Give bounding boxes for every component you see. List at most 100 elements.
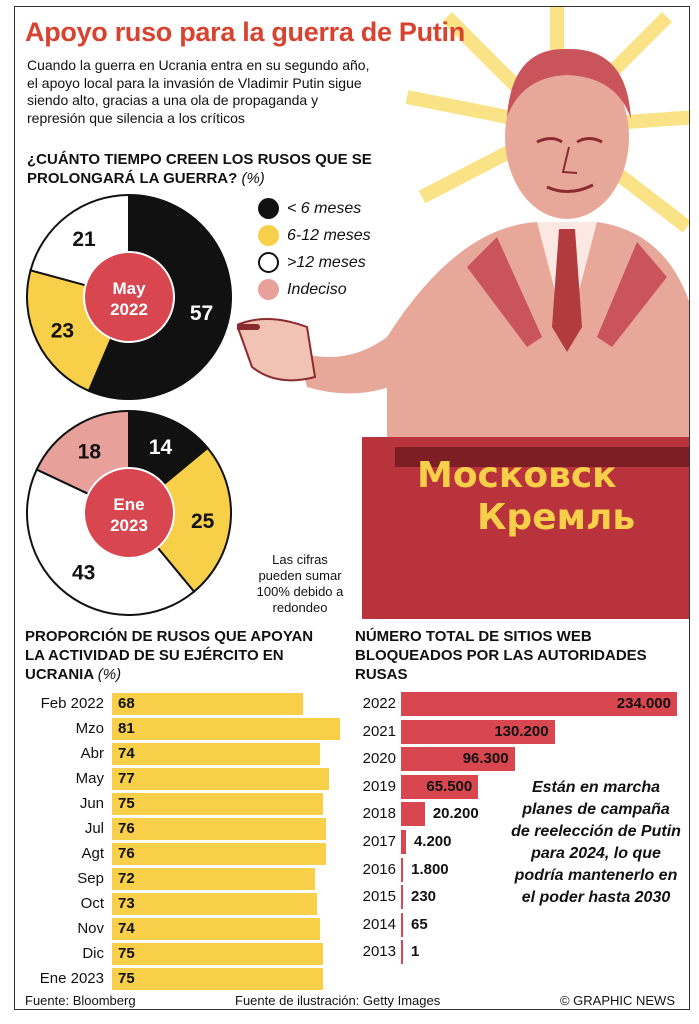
rounding-note: Las cifras pueden sumar 100% debido a re… [256,552,344,615]
pie-title-unit: (%) [241,170,265,187]
support-bar [112,818,326,840]
legend-label-gt12: >12 meses [287,253,366,271]
footer-illustration-source: Fuente de ilustración: Getty Images [235,993,441,1008]
sites-bar [401,774,479,799]
legend-swatch-indeciso [258,279,279,300]
legend-label-lt6: < 6 meses [287,199,362,217]
pie-slice-label-0-0: 57 [190,302,213,325]
sites-bar [401,830,406,854]
pie-slice-label-1-2: 43 [72,561,95,584]
support-bar-value: 75 [118,795,135,812]
support-bar [112,943,324,965]
sites-bar [401,692,677,716]
pie-chart-ene-2023: 14 25 43 18 Ene 2023 [26,409,232,616]
support-category-label: Ene 2023 [39,970,104,987]
pie-center-label-0-1: 2022 [110,300,148,319]
legend-swatch-6-12 [258,225,279,246]
pie-slice-label-1-3: 18 [78,441,102,464]
support-bar [112,768,329,790]
sites-bar [401,802,425,827]
sites-bar-value: 65.500 [426,777,473,795]
sites-bar-value: 4.200 [413,833,452,850]
sign-line-2: Кремль [477,497,635,538]
sites-year-label: 2021 [362,722,396,740]
support-bar-value: 75 [118,970,135,987]
support-bar [112,718,340,740]
pie-slice-label-0-1: 23 [51,319,74,342]
putin-illustration: Московск Кремль [237,7,689,619]
support-title-unit: (%) [97,666,122,683]
legend-item-6-12: 6-12 meses [258,222,371,249]
infographic-frame: Московск Кремль Apoyo ruso para la guerr… [14,6,690,1010]
support-bar [112,968,324,990]
sites-bar [401,885,403,910]
sites-year-label: 2020 [362,750,396,768]
sites-bar-value: 96.300 [462,750,509,768]
sites-year-label: 2016 [362,860,396,878]
pie-center-label-1-1: 2023 [110,516,148,535]
support-title-text: PROPORCIÓN DE RUSOS QUE APOYAN LA ACTIVI… [25,628,314,683]
legend-label-indeciso: Indeciso [287,280,347,298]
support-category-label: Jul [84,820,104,837]
sites-bar-value: 20.200 [432,805,479,823]
sites-bar [401,912,403,937]
sites-bar-value: 234.000 [616,695,671,712]
support-bar [112,918,321,940]
support-bar [112,843,326,865]
pie-center-1 [83,467,175,559]
legend-swatch-gt12 [258,252,279,273]
support-category-label: Abr [80,745,104,762]
pie-slice-label-1-0: 14 [149,436,173,459]
support-bar-value: 72 [118,870,135,887]
sites-year-label: 2013 [362,943,396,961]
support-bar-value: 76 [118,845,135,862]
callout-text: Están en marcha planes de campaña de ree… [511,779,681,906]
sites-year-label: 2017 [362,833,396,850]
support-bar [112,893,318,915]
pie-slice-label-0-2: 21 [72,228,96,251]
sites-year-label: 2019 [362,777,396,795]
intro-text: Cuando la guerra en Ucrania entra en su … [27,57,370,126]
sites-bar-value: 130.200 [494,722,549,740]
sites-bar [401,747,515,772]
legend-item-gt12: >12 meses [258,249,371,276]
sites-bar-value: 65 [411,915,428,933]
pie-center-label-0-0: May [112,279,146,298]
support-bar [112,693,304,715]
sign-line-1: Московск [417,455,617,496]
support-category-label: Feb 2022 [40,695,104,712]
support-category-label: Jun [79,795,104,812]
support-bar-value: 73 [118,895,135,912]
support-category-label: Mzo [75,720,104,737]
sites-chart-title: NÚMERO TOTAL DE SITIOS WEB BLOQUEADOS PO… [355,628,647,683]
support-category-label: Dic [82,945,104,962]
sites-year-label: 2015 [362,888,396,906]
legend-item-indeciso: Indeciso [258,276,371,303]
support-bar-value: 76 [118,820,135,837]
support-category-label: Agt [81,845,104,862]
sites-year-label: 2018 [362,805,396,823]
support-category-label: Sep [77,870,104,887]
support-bar-value: 77 [118,770,135,787]
support-bar-value: 68 [118,695,135,712]
sites-bar-value: 1 [411,943,420,961]
pie-chart-may-2022: 57 23 21 May 2022 [26,193,232,400]
support-category-label: Oct [80,895,104,912]
support-bar [112,743,321,765]
support-category-label: Nov [77,920,104,937]
support-bar [112,793,324,815]
support-bar-value: 74 [118,745,135,762]
pie-center-0 [83,251,175,343]
support-bar [112,868,315,890]
pie-title-text: ¿CUÁNTO TIEMPO CREEN LOS RUSOS QUE SE PR… [27,151,372,187]
support-category-label: May [75,770,104,787]
pie-legend: < 6 meses 6-12 meses >12 meses Indeciso [258,195,371,303]
support-bar-value: 74 [118,920,135,937]
pie-chart-title: ¿CUÁNTO TIEMPO CREEN LOS RUSOS QUE SE PR… [27,150,387,188]
footer-credit: © GRAPHIC NEWS [559,993,675,1008]
support-bar-value: 75 [118,945,135,962]
support-bar-value: 81 [118,720,135,737]
sites-year-label: 2022 [362,695,396,712]
support-chart-title: PROPORCIÓN DE RUSOS QUE APOYAN LA ACTIVI… [25,627,335,684]
sites-bar-value: 1.800 [411,860,449,878]
